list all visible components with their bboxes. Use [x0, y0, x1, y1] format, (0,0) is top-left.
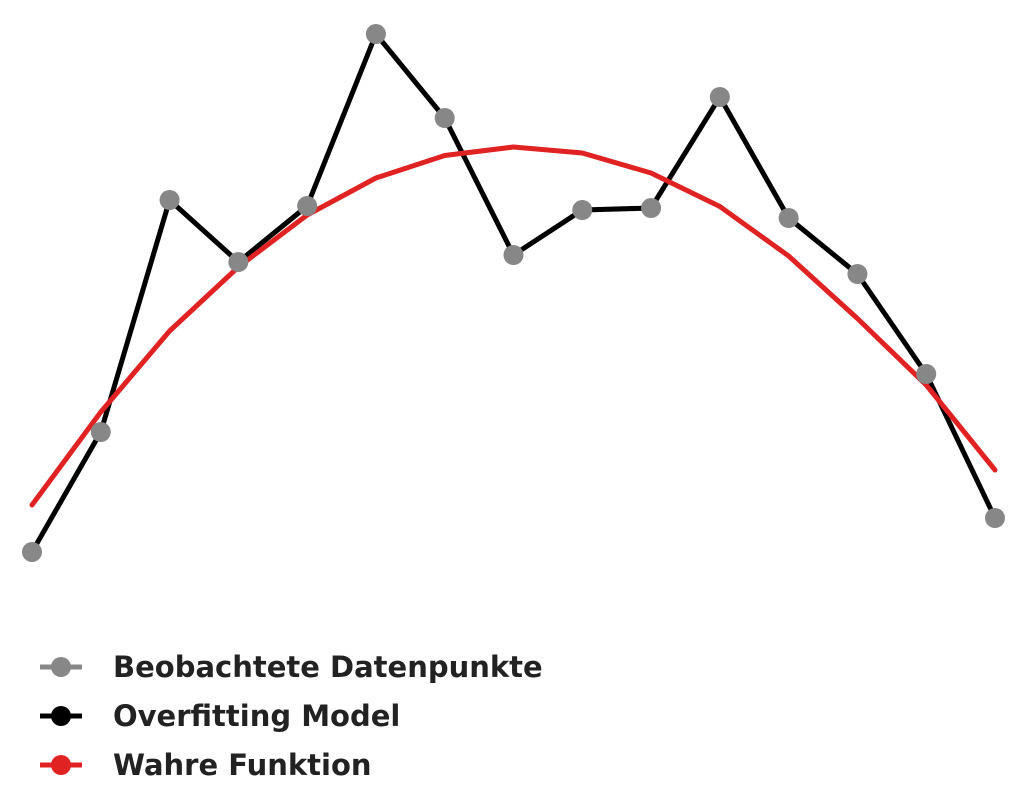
data-point: [228, 252, 249, 272]
legend-marker: [51, 657, 71, 677]
data-point: [847, 264, 868, 284]
legend-label: Overfitting Model: [113, 699, 400, 733]
data-point: [709, 87, 730, 107]
data-point: [572, 200, 593, 220]
data-point: [22, 542, 42, 562]
legend-label: Beobachtete Datenpunkte: [113, 650, 543, 684]
legend-marker: [51, 755, 71, 775]
data-point: [778, 208, 799, 228]
data-point: [503, 245, 524, 265]
series-line: [29, 144, 998, 508]
data-point: [434, 108, 455, 128]
data-point: [297, 196, 318, 216]
legend-marker: [51, 706, 71, 726]
data-point: [916, 364, 937, 384]
data-point: [365, 24, 386, 44]
data-point: [641, 198, 662, 218]
data-point: [90, 422, 111, 442]
series-line: [29, 31, 998, 555]
legend-label: Wahre Funktion: [113, 748, 372, 782]
data-point: [159, 190, 180, 210]
data-point: [985, 508, 1005, 528]
